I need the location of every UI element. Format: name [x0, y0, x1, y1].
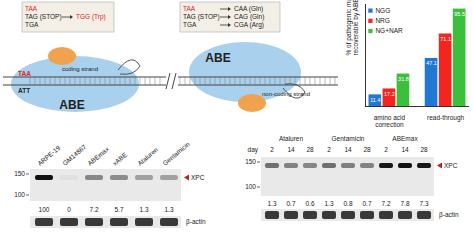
svg-text:1.3: 1.3: [139, 206, 148, 213]
svg-text:NG+NAR: NG+NAR: [375, 27, 403, 34]
svg-text:GM14867: GM14867: [61, 143, 88, 167]
svg-text:CGA (Arg): CGA (Arg): [234, 21, 264, 29]
svg-text:TAA: TAA: [25, 5, 38, 12]
svg-text:NGG: NGG: [375, 7, 390, 14]
svg-text:1.3: 1.3: [267, 200, 276, 207]
svg-text:% of pathogenic mutationrecove: % of pathogenic mutationrecoverable by A…: [345, 0, 360, 56]
svg-text:day: day: [248, 146, 259, 154]
svg-text:28: 28: [363, 146, 371, 153]
svg-text:150: 150: [245, 158, 256, 165]
svg-text:2: 2: [270, 146, 274, 153]
svg-text:7.2: 7.2: [89, 206, 98, 213]
svg-text:TGA: TGA: [183, 21, 197, 28]
svg-text:non-coding strand: non-coding strand: [262, 91, 310, 97]
svg-text:28: 28: [306, 146, 314, 153]
svg-text:71.1: 71.1: [440, 36, 451, 42]
svg-text:XPC: XPC: [444, 162, 458, 169]
svg-text:ABE: ABE: [205, 51, 230, 65]
svg-text:Gentamicin: Gentamicin: [332, 135, 365, 142]
svg-text:Ataluren: Ataluren: [136, 146, 159, 167]
svg-text:CAG (Gln): CAG (Gln): [234, 13, 264, 21]
svg-text:TAA: TAA: [183, 5, 196, 12]
svg-text:17.2: 17.2: [384, 91, 395, 97]
svg-text:2: 2: [384, 146, 388, 153]
svg-text:1.3: 1.3: [324, 200, 333, 207]
svg-text:14: 14: [401, 146, 409, 153]
svg-text:7.2: 7.2: [381, 200, 390, 207]
svg-text:TGG (Trp): TGG (Trp): [76, 13, 106, 21]
svg-text:xABE: xABE: [111, 151, 128, 167]
svg-text:28: 28: [420, 146, 428, 153]
svg-text:Gentamicin: Gentamicin: [161, 140, 191, 167]
svg-text:7.8: 7.8: [400, 200, 409, 207]
svg-text:TAG (STOP): TAG (STOP): [25, 13, 62, 21]
svg-text:ABEmax: ABEmax: [392, 135, 418, 142]
svg-text:read-through: read-through: [427, 114, 465, 122]
svg-text:TGA: TGA: [25, 21, 39, 28]
svg-text:14: 14: [344, 146, 352, 153]
svg-text:150: 150: [14, 170, 25, 177]
svg-text:TAG (STOP): TAG (STOP): [183, 13, 220, 21]
svg-text:0.8: 0.8: [343, 200, 352, 207]
svg-text:XPC: XPC: [191, 174, 205, 181]
svg-text:Ataluren: Ataluren: [279, 135, 304, 142]
svg-text:0.7: 0.7: [286, 200, 295, 207]
svg-text:14: 14: [287, 146, 295, 153]
svg-text:ATT: ATT: [18, 87, 30, 94]
svg-text:β-actin: β-actin: [186, 218, 206, 226]
svg-text:95.5: 95.5: [454, 11, 465, 17]
svg-text:11.4: 11.4: [370, 97, 380, 103]
svg-text:5.7: 5.7: [114, 206, 123, 213]
svg-text:NRG: NRG: [375, 17, 389, 24]
svg-text:0: 0: [67, 206, 71, 213]
svg-text:β-actin: β-actin: [439, 211, 459, 219]
svg-text:amino acidcorrection: amino acidcorrection: [374, 114, 406, 128]
svg-text:ABE: ABE: [59, 98, 84, 112]
svg-text:TAA: TAA: [18, 70, 31, 77]
svg-text:0.7: 0.7: [362, 200, 371, 207]
svg-text:31.8: 31.8: [398, 76, 409, 82]
svg-text:100: 100: [39, 206, 50, 213]
svg-text:0.6: 0.6: [305, 200, 314, 207]
svg-text:47.1: 47.1: [426, 60, 437, 66]
svg-text:ARPE-19: ARPE-19: [36, 144, 62, 167]
svg-text:CAA (Gln): CAA (Gln): [234, 5, 263, 13]
svg-text:100: 100: [14, 191, 25, 198]
svg-text:100: 100: [245, 183, 256, 190]
svg-text:ABEmax: ABEmax: [86, 145, 110, 167]
svg-text:2: 2: [327, 146, 331, 153]
svg-text:1.3: 1.3: [164, 206, 173, 213]
svg-text:7.3: 7.3: [419, 200, 428, 207]
svg-text:coding strand: coding strand: [62, 66, 98, 72]
